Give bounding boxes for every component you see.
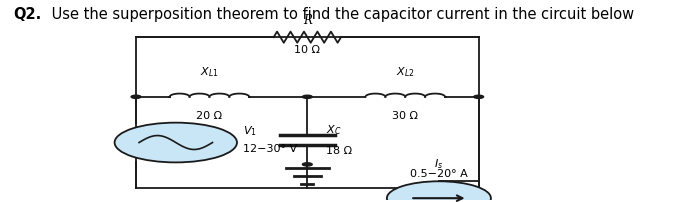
Text: Use the superposition theorem to find the capacitor current in the circuit below: Use the superposition theorem to find th… <box>48 7 634 22</box>
Circle shape <box>131 95 141 98</box>
Text: 0.5−20° A: 0.5−20° A <box>410 169 468 179</box>
Text: 10 Ω: 10 Ω <box>294 45 321 55</box>
Text: $I_s$: $I_s$ <box>434 158 444 171</box>
Text: $V_1$: $V_1$ <box>243 124 257 138</box>
Circle shape <box>115 123 237 162</box>
Text: $X_{L1}$: $X_{L1}$ <box>200 65 219 79</box>
Text: R: R <box>303 14 312 27</box>
Circle shape <box>302 163 312 166</box>
Circle shape <box>387 181 491 202</box>
Text: $X_C$: $X_C$ <box>326 123 341 137</box>
Text: Q2.: Q2. <box>13 7 42 22</box>
Text: 30 Ω: 30 Ω <box>392 111 418 121</box>
Circle shape <box>474 95 484 98</box>
Text: 18 Ω: 18 Ω <box>326 145 352 156</box>
Circle shape <box>302 95 312 98</box>
Text: 12−30° V: 12−30° V <box>243 143 298 154</box>
Text: 20 Ω: 20 Ω <box>197 111 223 121</box>
Text: $X_{L2}$: $X_{L2}$ <box>396 65 414 79</box>
